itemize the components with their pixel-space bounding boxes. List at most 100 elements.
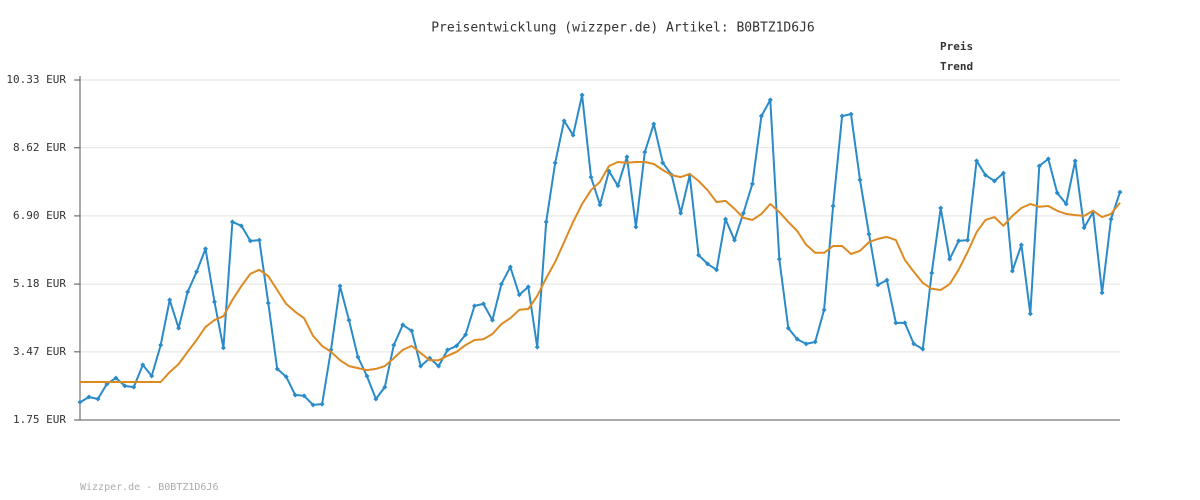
point-marker (714, 267, 720, 273)
point-marker (229, 219, 235, 225)
point-marker (588, 174, 594, 180)
point-marker (947, 256, 953, 262)
y-tick-label: 3.47 EUR (13, 345, 66, 358)
point-marker (866, 231, 872, 237)
y-tick-label: 5.18 EUR (13, 277, 66, 290)
point-marker (1063, 201, 1069, 207)
point-marker (185, 289, 191, 295)
point-marker (1054, 190, 1060, 196)
point-marker (920, 346, 926, 352)
point-marker (149, 373, 155, 379)
point-marker (983, 172, 989, 178)
point-marker (167, 297, 173, 303)
point-marker (516, 292, 522, 298)
point-marker (723, 216, 729, 222)
point-marker (355, 354, 361, 360)
point-marker (1117, 189, 1123, 195)
point-marker (1027, 311, 1033, 317)
point-marker (220, 345, 226, 351)
point-marker (624, 154, 630, 160)
point-marker (1000, 170, 1006, 176)
point-marker (884, 277, 890, 283)
point-marker (1081, 225, 1087, 231)
y-tick-label: 6.90 EUR (13, 209, 66, 222)
point-marker (552, 160, 558, 166)
point-marker (821, 307, 827, 313)
point-marker (651, 121, 657, 127)
point-marker (418, 363, 424, 369)
point-marker (1018, 242, 1024, 248)
point-marker (705, 261, 711, 267)
point-marker (301, 393, 307, 399)
point-marker (991, 178, 997, 184)
point-marker (409, 328, 415, 334)
point-marker (463, 332, 469, 338)
point-marker (534, 344, 540, 350)
point-marker (256, 237, 262, 243)
point-marker (642, 149, 648, 155)
point-marker (382, 384, 388, 390)
point-marker (319, 401, 325, 407)
point-marker (660, 160, 666, 166)
point-marker (794, 336, 800, 342)
point-marker (857, 177, 863, 183)
point-marker (247, 238, 253, 244)
point-marker (875, 282, 881, 288)
point-marker (211, 299, 217, 305)
point-marker (633, 224, 639, 230)
point-marker (1045, 156, 1051, 162)
y-tick-label: 8.62 EUR (13, 141, 66, 154)
point-marker (176, 325, 182, 331)
point-marker (938, 205, 944, 211)
point-marker (436, 363, 442, 369)
point-marker (95, 396, 101, 402)
point-marker (902, 320, 908, 326)
point-marker (543, 219, 549, 225)
point-marker (776, 256, 782, 262)
point-marker (839, 113, 845, 119)
point-marker (803, 341, 809, 347)
footer: Wizzper.de - B0BTZ1D6J6 (80, 482, 218, 493)
point-marker (1072, 158, 1078, 164)
legend-entry: Trend (940, 60, 973, 73)
point-marker (848, 111, 854, 117)
point-marker (113, 375, 119, 381)
point-marker (498, 281, 504, 287)
point-marker (140, 362, 146, 368)
point-marker (767, 97, 773, 103)
point-marker (731, 237, 737, 243)
point-marker (283, 374, 289, 380)
point-marker (974, 158, 980, 164)
point-marker (507, 264, 513, 270)
point-marker (956, 238, 962, 244)
point-marker (122, 383, 128, 389)
point-marker (364, 373, 370, 379)
y-tick-label: 10.33 EUR (6, 73, 66, 86)
point-marker (830, 203, 836, 209)
point-marker (579, 92, 585, 98)
point-marker (615, 183, 621, 189)
point-marker (310, 402, 316, 408)
point-marker (292, 392, 298, 398)
point-marker (758, 113, 764, 119)
line-series (80, 161, 1121, 383)
point-marker (678, 210, 684, 216)
point-marker (740, 210, 746, 216)
point-marker (337, 283, 343, 289)
point-marker (785, 325, 791, 331)
legend-entry: Preis (940, 40, 973, 53)
point-marker (561, 118, 567, 124)
point-marker (203, 246, 209, 252)
point-marker (812, 339, 818, 345)
point-marker (1009, 268, 1015, 274)
point-marker (373, 396, 379, 402)
point-marker (570, 132, 576, 138)
point-marker (454, 343, 460, 349)
point-marker (1108, 216, 1114, 222)
point-marker (274, 366, 280, 372)
y-tick-label: 1.75 EUR (13, 413, 66, 426)
point-marker (480, 301, 486, 307)
chart-title: Preisentwicklung (wizzper.de) Artikel: B… (431, 21, 815, 36)
